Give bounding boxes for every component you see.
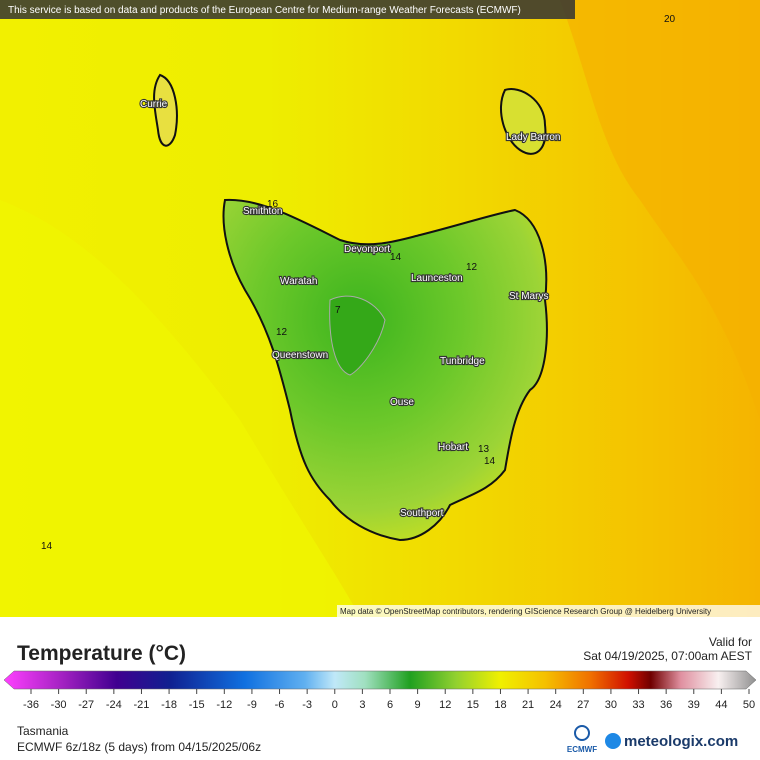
scale-tick-label: -6 <box>275 699 285 711</box>
scale-tick-label: 6 <box>387 699 393 711</box>
notice: This service is based on data and produc… <box>8 5 521 16</box>
city-label: Devonport <box>344 244 390 255</box>
scale-tick-label: -36 <box>23 699 39 711</box>
brand-icon <box>605 733 621 749</box>
scale-ticks: -36 -30 -27 -24 -21 -18 -15 -12 -9 -6 -3 0 3 6 9 12 15 18… <box>23 689 755 711</box>
scale-tick-label: -9 <box>247 699 257 711</box>
king-island <box>153 73 178 147</box>
scale-tick-label: 18 <box>494 699 506 711</box>
scale-tick-label: -21 <box>134 699 150 711</box>
scale-tick-label: 30 <box>605 699 617 711</box>
cold-core <box>329 295 386 376</box>
attribution-bar <box>337 605 760 617</box>
ecmwf-logo: ECMWF <box>567 745 597 754</box>
scale-tick-label: 15 <box>467 699 479 711</box>
scale-tick-label: -15 <box>189 699 205 711</box>
scale-tick-label: 3 <box>359 699 365 711</box>
scale-tick-label: 27 <box>577 699 589 711</box>
scale-tick-label: 33 <box>632 699 644 711</box>
contour-label: 16 <box>267 199 279 210</box>
brand: meteologix.com <box>624 733 738 750</box>
scale-tick-label: 0 <box>332 699 338 711</box>
contour-label: 14 <box>390 252 402 263</box>
contour-label: 14 <box>41 541 53 552</box>
city-label: Launceston <box>411 273 463 284</box>
scale-tick-label: -12 <box>216 699 232 711</box>
city-label: Hobart <box>438 442 468 453</box>
contour-label: 13 <box>478 444 490 455</box>
scale-tick-label: -18 <box>161 699 177 711</box>
scale-tick-label: 9 <box>415 699 421 711</box>
city-label: Currie <box>140 99 168 110</box>
scale-tick-label: 36 <box>660 699 672 711</box>
attribution: Map data © OpenStreetMap contributors, r… <box>340 607 711 616</box>
contour-label: 20 <box>664 14 676 25</box>
cities: Currie Lady Barron Smithton Devonport Wa… <box>139 98 562 520</box>
scale-tick-label: 39 <box>688 699 700 711</box>
model-info: ECMWF 6z/18z (5 days) from 04/15/2025/06… <box>17 740 261 754</box>
contour-label: 14 <box>484 456 496 467</box>
scale-tick-label: 12 <box>439 699 451 711</box>
scale-tick-label: -3 <box>302 699 312 711</box>
city-label: Lady Barron <box>506 132 560 143</box>
color-scale <box>3 670 757 690</box>
ecmwf-icon <box>574 725 590 741</box>
city-label: Tunbridge <box>440 356 485 367</box>
city-label: Waratah <box>280 276 317 287</box>
contour-label: 12 <box>466 262 478 273</box>
notice-bar <box>0 0 575 19</box>
scale-tick-label: 24 <box>550 699 562 711</box>
contour-label: 12 <box>276 327 288 338</box>
contour-label: 7 <box>335 305 341 316</box>
legend-title: Temperature (°C) <box>17 642 186 665</box>
tasmania <box>222 198 548 542</box>
scale-tick-label: -27 <box>78 699 94 711</box>
city-label: St Marys <box>509 291 548 302</box>
city-label: Ouse <box>390 397 414 408</box>
flinders-island <box>500 88 547 155</box>
scale-tick-label: -24 <box>106 699 122 711</box>
scale-tick-label: 50 <box>743 699 755 711</box>
valid-label: Valid for <box>709 635 752 649</box>
scale-tick-label: 44 <box>715 699 727 711</box>
warm-region <box>560 0 760 420</box>
city-label: Smithton <box>243 206 282 217</box>
city-label: Queenstown <box>272 350 328 361</box>
contour-labels: 20 16 14 12 12 7 13 14 14 <box>41 14 676 552</box>
city-label: Southport <box>400 508 444 519</box>
cool-region <box>0 200 360 617</box>
region: Tasmania <box>17 724 69 738</box>
scale-tick-label: 21 <box>522 699 534 711</box>
valid-time: Sat 04/19/2025, 07:00am AEST <box>583 649 752 663</box>
scale-tick-label: -30 <box>51 699 67 711</box>
